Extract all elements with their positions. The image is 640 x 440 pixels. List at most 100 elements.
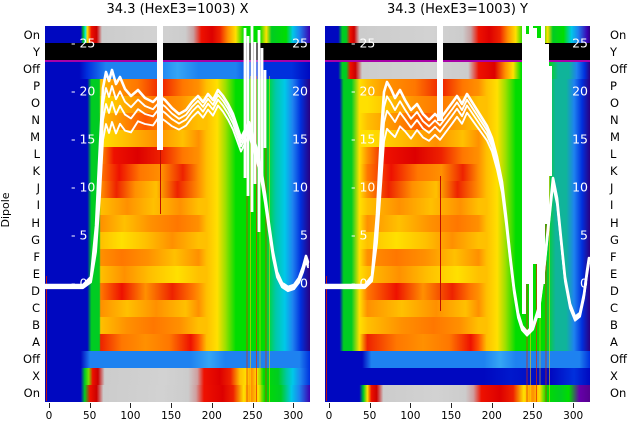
row-label-left-b: B bbox=[32, 318, 40, 333]
heatmap-row-off-19 bbox=[325, 351, 590, 368]
internal-tick-label-left: - 0 bbox=[71, 275, 88, 291]
row-label-left-n: N bbox=[31, 113, 40, 127]
internal-tick-label-left: - 15 bbox=[71, 131, 96, 147]
heatmap-row-x-20 bbox=[45, 368, 310, 385]
panel-title-y: 34.3 (HexE3=1003) Y bbox=[387, 2, 528, 17]
row-label-left-on: On bbox=[23, 386, 40, 401]
internal-tick-label-left: - 25 bbox=[351, 35, 376, 51]
row-label-right-p: P bbox=[610, 78, 617, 93]
internal-tick-label-right: 20 bbox=[572, 83, 588, 99]
edge-red-line bbox=[325, 276, 327, 401]
heatmap-row-x-20 bbox=[325, 368, 590, 385]
row-label-right-l: L bbox=[610, 147, 617, 162]
internal-tick-label-left: - 15 bbox=[351, 131, 376, 147]
heatmap-row-c-16 bbox=[45, 300, 310, 317]
internal-tick-label-right: 5 bbox=[300, 227, 308, 243]
row-label-right-o: O bbox=[610, 95, 620, 110]
row-label-right-m: M bbox=[610, 130, 620, 145]
row-label-left-c: C bbox=[31, 301, 40, 315]
internal-tick-label-left: - 10 bbox=[71, 179, 96, 195]
row-label-right-y: Y bbox=[610, 44, 618, 59]
internal-tick-label-right: 10 bbox=[572, 179, 588, 195]
internal-tick-label-right: 25 bbox=[572, 35, 588, 51]
x-axis-tick bbox=[211, 403, 213, 408]
heatmap-row-on-21 bbox=[45, 385, 310, 402]
row-label-right-j: J bbox=[610, 181, 614, 196]
heatmap-row-off-19 bbox=[45, 351, 310, 368]
row-label-left-l: L bbox=[33, 147, 40, 162]
row-label-left-a: A bbox=[32, 335, 40, 350]
internal-tick-label-left: - 5 bbox=[351, 227, 368, 243]
x-axis-tick bbox=[451, 403, 453, 408]
row-label-left-j: J bbox=[36, 181, 40, 196]
row-label-left-off: Off bbox=[23, 61, 40, 76]
x-axis-tick-label: 200 bbox=[481, 410, 502, 422]
heatmap-panel-y: - 25 25 - 20 20 - 15 15 - 10 10 - 5 5 - 0 0 bbox=[325, 26, 590, 402]
trace-overlay bbox=[325, 26, 590, 337]
heatmap-row-j-9 bbox=[45, 181, 310, 198]
heatmap-row-a-18 bbox=[325, 334, 590, 351]
row-label-left-o: O bbox=[30, 95, 40, 110]
heatmap-row-e-14 bbox=[45, 266, 310, 283]
heatmap-row-on-21 bbox=[325, 385, 590, 402]
heatmap-row-g-12 bbox=[45, 232, 310, 249]
x-axis-tick bbox=[130, 403, 132, 408]
row-label-right-f: F bbox=[610, 249, 617, 264]
x-axis-tick-label: 100 bbox=[400, 410, 421, 422]
row-label-left-p: P bbox=[33, 78, 40, 93]
x-axis-tick-label: 300 bbox=[283, 410, 304, 422]
x-axis-tick bbox=[532, 403, 534, 408]
x-axis-tick bbox=[491, 403, 493, 408]
row-label-right-d: D bbox=[610, 283, 619, 298]
x-axis-tick-label: 250 bbox=[522, 410, 543, 422]
row-label-right-x: X bbox=[610, 369, 618, 384]
edge-red-line bbox=[45, 276, 47, 401]
row-label-left-m: M bbox=[30, 130, 40, 145]
heatmap-row-i-10 bbox=[45, 198, 310, 215]
panel-title-x: 34.3 (HexE3=1003) X bbox=[106, 2, 249, 17]
x-axis-tick bbox=[49, 403, 50, 408]
row-label-right-i: I bbox=[610, 198, 614, 213]
internal-tick-label-right: 20 bbox=[292, 83, 308, 99]
x-axis-tick bbox=[369, 403, 371, 408]
x-axis-tick-label: 50 bbox=[83, 410, 97, 422]
row-label-right-off: Off bbox=[610, 352, 627, 367]
internal-tick-label-right: 5 bbox=[580, 227, 588, 243]
internal-tick-label-left: - 25 bbox=[71, 35, 96, 51]
x-axis-tick-label: 150 bbox=[161, 410, 182, 422]
row-label-right-g: G bbox=[610, 232, 619, 247]
row-label-right-k: K bbox=[610, 164, 618, 179]
heatmap-panel-x: - 25 25 - 20 20 - 15 15 - 10 10 - 5 5 - 0 0 bbox=[45, 26, 310, 402]
internal-tick-label-left: - 20 bbox=[351, 83, 376, 99]
internal-tick-label-right: 0 bbox=[580, 275, 588, 291]
x-axis-tick bbox=[410, 403, 412, 408]
row-label-left-f: F bbox=[33, 249, 40, 264]
trace-line bbox=[45, 104, 309, 293]
x-axis-tick bbox=[329, 403, 330, 408]
row-label-left-g: G bbox=[31, 232, 40, 247]
row-label-right-a: A bbox=[610, 335, 618, 350]
internal-tick-label-left: - 5 bbox=[71, 227, 88, 243]
internal-tick-label-left: - 0 bbox=[351, 275, 368, 291]
row-label-left-i: I bbox=[36, 198, 40, 213]
x-axis-tick-label: 100 bbox=[120, 410, 141, 422]
row-label-right-on: On bbox=[610, 386, 627, 401]
row-label-left-x: X bbox=[32, 369, 40, 384]
gap-red-line bbox=[439, 176, 441, 311]
data-gap-stripe bbox=[437, 26, 443, 121]
row-label-left-k: K bbox=[32, 164, 40, 179]
row-label-right-e: E bbox=[610, 266, 618, 281]
row-label-left-d: D bbox=[31, 283, 40, 298]
internal-tick-label-right: 25 bbox=[292, 35, 308, 51]
x-axis-tick bbox=[89, 403, 91, 408]
row-label-right-on: On bbox=[610, 27, 627, 42]
x-axis-tick-label: 0 bbox=[325, 410, 333, 422]
row-label-right-off: Off bbox=[610, 61, 627, 76]
x-axis-tick-label: 200 bbox=[201, 410, 222, 422]
row-label-left-on: On bbox=[23, 27, 40, 42]
heatmap-row-h-11 bbox=[45, 215, 310, 232]
heatmap-row-d-15 bbox=[45, 283, 310, 300]
x-axis-tick-label: 50 bbox=[363, 410, 377, 422]
x-axis-tick-label: 150 bbox=[441, 410, 462, 422]
